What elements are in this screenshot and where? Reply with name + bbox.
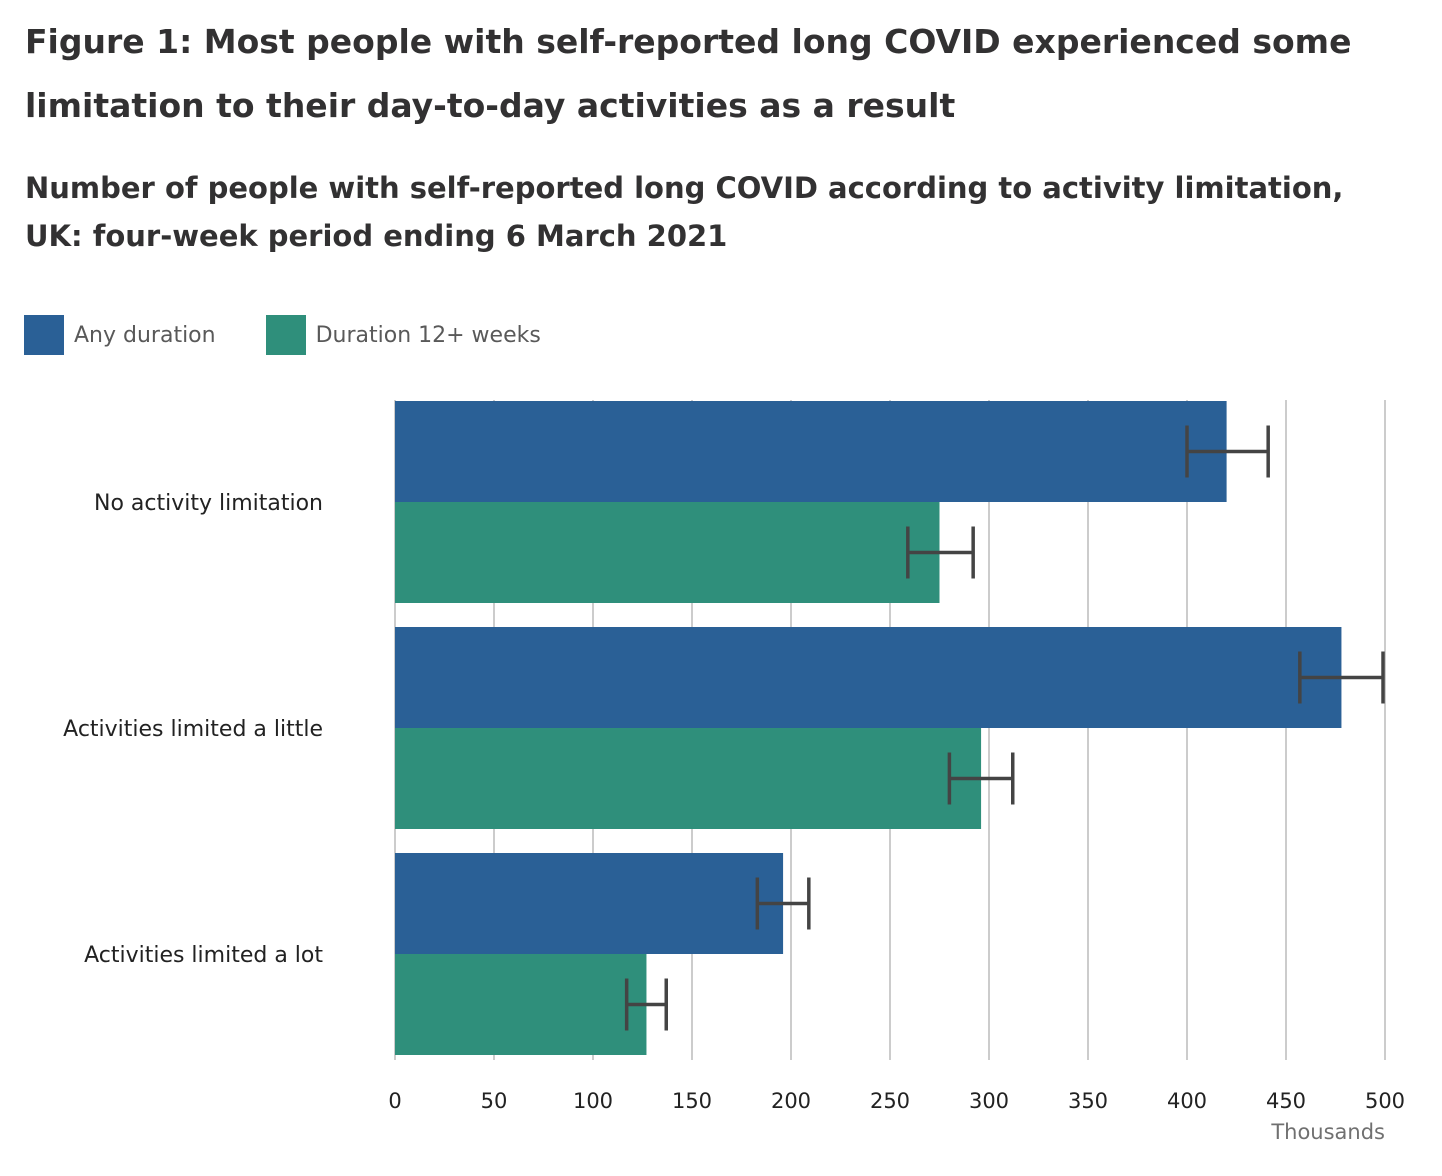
x-tick-label-200: 200 — [771, 1089, 811, 1113]
bar-chart: No activity limitation Activities limited… — [63, 400, 1405, 1144]
legend-label-any-duration: Any duration — [74, 322, 216, 348]
x-tick-label-50: 50 — [481, 1089, 508, 1113]
error-bars — [624, 425, 1385, 1031]
bar-activities-limited-a-lot-duration-12-weeks — [395, 954, 647, 1055]
x-tick-label-500: 500 — [1365, 1089, 1405, 1113]
legend-swatch-duration-12-weeks — [265, 315, 306, 355]
bar-activities-limited-a-little-duration-12-weeks — [395, 728, 982, 829]
category-label-activities-limited-a-lot: Activities limited a lot — [84, 943, 323, 968]
chart-subtitle: Number of people with self-reported long… — [25, 171, 1344, 253]
x-axis-label: Thousands — [1270, 1120, 1385, 1144]
x-tick-label-0: 0 — [388, 1089, 401, 1113]
bar-no-activity-limitation-duration-12-weeks — [395, 502, 940, 603]
x-tick-label-100: 100 — [573, 1089, 613, 1113]
category-labels: No activity limitation Activities limited… — [63, 491, 323, 968]
x-tick-label-400: 400 — [1167, 1089, 1207, 1113]
category-label-no-activity-limitation: No activity limitation — [94, 491, 323, 516]
bar-no-activity-limitation-any-duration — [395, 401, 1227, 502]
x-tick-label-450: 450 — [1266, 1089, 1306, 1113]
x-tick-label-350: 350 — [1068, 1089, 1108, 1113]
x-tick-label-250: 250 — [870, 1089, 910, 1113]
bar-activities-limited-a-lot-any-duration — [395, 853, 784, 954]
legend-item-any-duration[interactable]: Any duration — [24, 315, 216, 355]
chart-legend: Any duration Duration 12+ weeks — [24, 314, 591, 356]
x-tick-label-150: 150 — [672, 1089, 712, 1113]
figure-title: Figure 1: Most people with self-reported… — [25, 22, 1352, 125]
legend-swatch-any-duration — [24, 315, 64, 355]
category-label-activities-limited-a-little: Activities limited a little — [63, 717, 323, 742]
legend-item-duration-12-weeks[interactable]: Duration 12+ weeks — [265, 315, 541, 355]
x-axis-ticks: 0 50 100 150 200 250 300 350 400 450 500 — [388, 1089, 1405, 1113]
bars — [395, 401, 1342, 1055]
bar-activities-limited-a-little-any-duration — [395, 627, 1342, 728]
x-tick-label-300: 300 — [969, 1089, 1009, 1113]
legend-label-duration-12-weeks: Duration 12+ weeks — [315, 322, 541, 348]
